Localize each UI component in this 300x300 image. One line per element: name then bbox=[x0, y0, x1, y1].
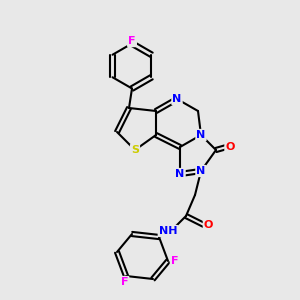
Text: O: O bbox=[204, 220, 213, 230]
Text: N: N bbox=[176, 169, 184, 179]
Text: N: N bbox=[196, 166, 206, 176]
Text: S: S bbox=[131, 145, 139, 155]
Text: F: F bbox=[121, 277, 128, 287]
Text: NH: NH bbox=[159, 226, 177, 236]
Text: O: O bbox=[225, 142, 235, 152]
Text: N: N bbox=[196, 130, 206, 140]
Text: N: N bbox=[172, 94, 182, 104]
Text: F: F bbox=[128, 35, 136, 46]
Text: F: F bbox=[128, 36, 136, 46]
Text: F: F bbox=[171, 256, 178, 266]
